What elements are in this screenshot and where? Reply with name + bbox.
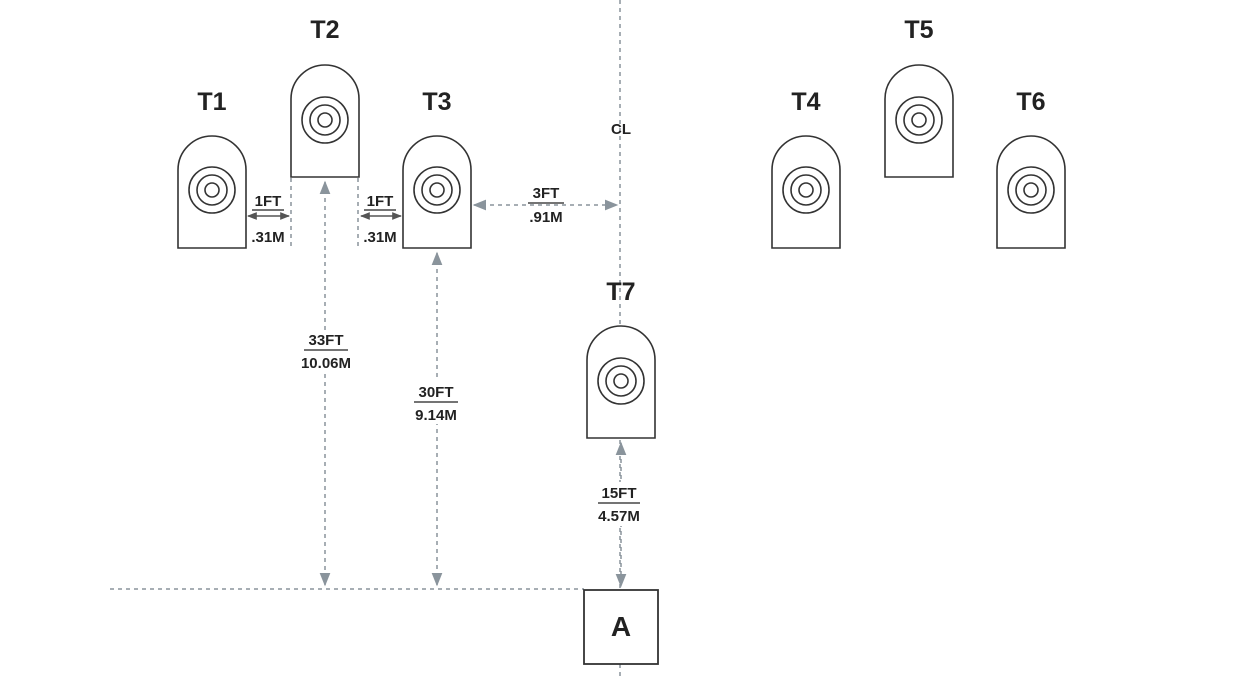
dimension-t2-line: 33FT 10.06M [293, 180, 357, 587]
dim-t3-line-ft: 30FT [418, 384, 453, 401]
dimension-t3-line: 30FT 9.14M [405, 251, 469, 587]
target-t5-label: T5 [904, 16, 933, 44]
position-a-label: A [611, 611, 631, 642]
dim-t1-t2-m: .31M [251, 229, 284, 246]
target-t5: T5 [884, 16, 954, 178]
target-t7: T7 [586, 278, 656, 439]
dimension-t3-centerline: 3FT .91M [472, 184, 619, 226]
dim-t2-t3-m: .31M [363, 229, 396, 246]
dim-t2-line-ft: 33FT [308, 332, 343, 349]
centerline-label: CL [611, 121, 631, 138]
target-t1: T1 [177, 88, 247, 249]
target-t3: T3 [402, 88, 472, 249]
dimension-t7-a: 15FT 4.57M [590, 441, 652, 588]
target-t2-label: T2 [310, 16, 339, 44]
target-t3-label: T3 [422, 88, 451, 116]
target-t6: T6 [996, 88, 1066, 249]
target-t2: T2 [290, 16, 360, 178]
dim-t2-line-m: 10.06M [301, 355, 351, 372]
dim-t3-cl-m: .91M [529, 209, 562, 226]
dim-t7-a-m: 4.57M [598, 508, 640, 525]
target-t4-label: T4 [791, 88, 820, 116]
target-t4: T4 [771, 88, 841, 249]
dim-t2-t3-ft: 1FT [367, 193, 394, 210]
position-a: A [583, 589, 659, 665]
dim-t3-line-m: 9.14M [415, 407, 457, 424]
target-t6-label: T6 [1016, 88, 1045, 116]
dim-t7-a-ft: 15FT [601, 485, 636, 502]
dim-t1-t2-ft: 1FT [255, 193, 282, 210]
dimension-t1-t2: 1FT .31M [247, 193, 290, 246]
target-t1-label: T1 [197, 88, 226, 116]
dim-t3-cl-ft: 3FT [533, 185, 560, 202]
dimension-t2-t3: 1FT .31M [360, 193, 402, 246]
target-t7-label: T7 [606, 278, 635, 306]
